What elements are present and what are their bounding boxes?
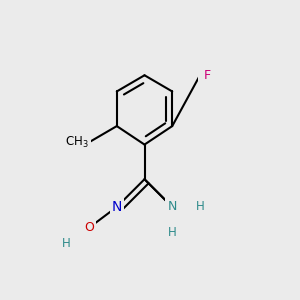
Text: H: H [168,226,177,239]
Text: N: N [112,200,122,214]
Text: CH$_3$: CH$_3$ [65,135,89,150]
Text: F: F [200,69,207,82]
Text: H: H [196,200,204,213]
Text: N: N [167,200,177,213]
Text: O: O [84,221,94,234]
Text: F: F [203,69,211,82]
Text: CH₃: CH₃ [67,136,89,149]
Text: H: H [61,237,70,250]
